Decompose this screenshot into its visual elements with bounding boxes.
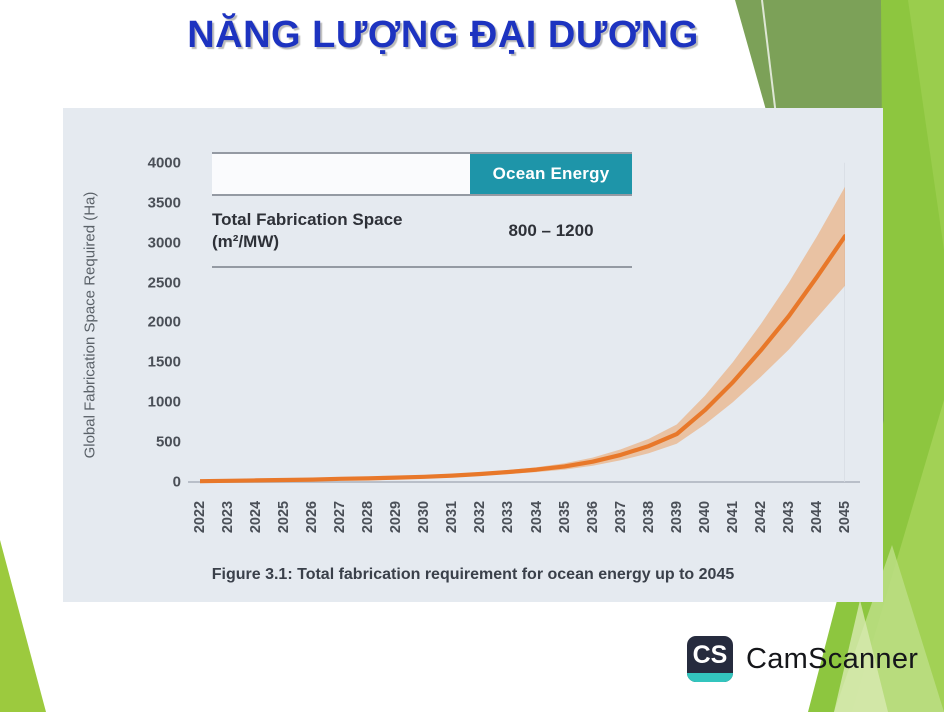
y-tick-label: 3500: [147, 194, 181, 212]
camscanner-logo-text: CS: [692, 641, 728, 669]
x-tick-label: 2045: [837, 500, 853, 534]
table-row-label-line2: (m²/MW): [212, 232, 280, 251]
camscanner-app-name: CamScanner: [746, 642, 919, 675]
corner-accent-palest: [834, 600, 888, 712]
x-tick-label: 2036: [584, 500, 601, 534]
x-tick-label: 2032: [472, 500, 489, 534]
y-tick-label: 1000: [147, 393, 181, 411]
x-tick-label: 2022: [192, 500, 208, 534]
figure-panel: Global Fabrication Space Required (Ha) 0…: [63, 108, 883, 602]
camscanner-logo-icon: CS: [687, 636, 733, 682]
x-tick-label: 2037: [612, 500, 629, 534]
table-header-ocean-energy: Ocean Energy: [470, 154, 632, 194]
x-tick-label: 2034: [528, 500, 545, 534]
table-row: Total Fabrication Space (m²/MW) 800 – 12…: [212, 196, 632, 266]
x-tick-label: 2044: [808, 500, 825, 534]
y-axis-title: Global Fabrication Space Required (Ha): [81, 191, 99, 459]
x-tick-label: 2029: [388, 500, 405, 534]
x-tick-label: 2030: [416, 500, 433, 534]
x-tick-label: 2031: [444, 500, 461, 534]
x-tick-label: 2035: [556, 500, 573, 534]
table-header-empty-cell: [212, 154, 470, 194]
x-tick-label: 2027: [332, 500, 349, 534]
y-tick-label: 2500: [147, 274, 181, 291]
table-header-row: Ocean Energy: [212, 154, 632, 196]
y-tick-label: 1500: [147, 353, 181, 371]
x-tick-label: 2026: [304, 500, 321, 534]
x-tick-label: 2041: [724, 500, 741, 534]
x-axis-line: [188, 481, 860, 483]
x-tick-label: 2038: [640, 500, 657, 534]
y-tick-label: 0: [172, 473, 181, 491]
x-tick-label: 2039: [668, 500, 685, 534]
y-tick-label: 4000: [147, 154, 181, 172]
trend-line: [200, 234, 845, 484]
y-tick-label: 3000: [147, 234, 181, 252]
x-tick-label: 2040: [696, 500, 713, 534]
line-chart: [200, 162, 845, 484]
corner-accent-light-top: [908, 0, 944, 250]
y-tick-label: 2000: [147, 313, 181, 331]
x-tick-label: 2028: [360, 500, 377, 534]
x-tick-label: 2043: [780, 500, 797, 534]
figure-caption: Figure 3.1: Total fabrication requiremen…: [211, 566, 735, 583]
corner-accent-bottom-left: [0, 540, 46, 712]
x-tick-label: 2023: [220, 500, 237, 534]
table-row-label: Total Fabrication Space (m²/MW): [212, 203, 470, 259]
page-title: NĂNG LƯỢNG ĐẠI DƯƠNG: [187, 14, 699, 56]
camscanner-watermark: CS CamScanner: [687, 636, 918, 682]
fabrication-space-table: Ocean Energy Total Fabrication Space (m²…: [212, 152, 632, 268]
table-row-label-line1: Total Fabrication Space: [212, 209, 403, 229]
x-tick-label: 2025: [276, 500, 293, 534]
camscanner-logo-bar: [687, 673, 733, 682]
table-row-value: 800 – 1200: [508, 221, 594, 240]
x-tick-label: 2024: [248, 500, 265, 534]
y-tick-label: 500: [155, 433, 181, 451]
x-tick-label: 2033: [500, 500, 517, 534]
x-tick-label: 2042: [752, 500, 769, 534]
